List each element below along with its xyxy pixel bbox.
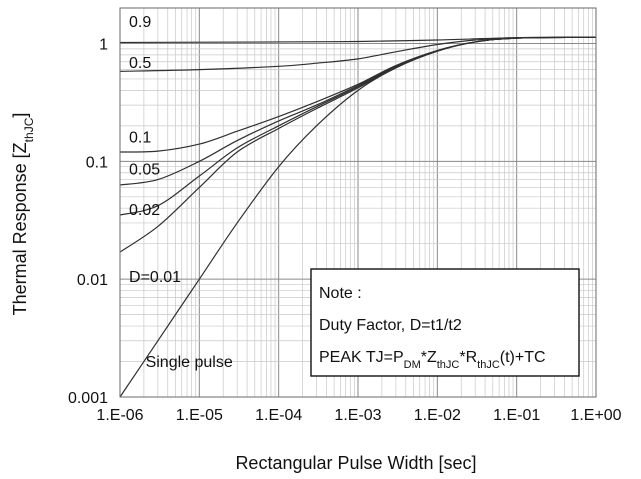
x-tick-label: 1.E-02 [414, 407, 461, 424]
y-tick-label: 0.01 [77, 272, 108, 289]
series-label: 0.05 [129, 162, 160, 179]
curve-labels: 0.9 0.5 0.1 0.05 0.02 D=0.01 Single pulse [129, 14, 233, 371]
plot-frame [119, 7, 597, 398]
x-tick-label: 1.E-05 [176, 407, 223, 424]
note-box: Note : Duty Factor, D=t1/t2 PEAK TJ=PDM*… [310, 268, 580, 377]
y-axis-label: Thermal Response [ZthJC] [10, 113, 36, 316]
series-line [119, 36, 597, 72]
series-label: 0.5 [129, 55, 151, 72]
x-axis-label: Rectangular Pulse Width [sec] [235, 453, 476, 473]
series-line [119, 36, 597, 398]
tick-labels: 1.E-06 1.E-05 1.E-04 1.E-03 1.E-02 1.E-01 1.E+… [68, 36, 622, 424]
y-tick-label: 0.1 [86, 154, 108, 171]
x-tick-label: 1.E-03 [334, 407, 381, 424]
series-label: 0.9 [129, 14, 151, 31]
x-tick-label: 1.E-01 [493, 407, 540, 424]
x-tick-label: 1.E-06 [96, 407, 143, 424]
note-duty-factor: Duty Factor, D=t1/t2 [319, 317, 462, 334]
note-title: Note : [319, 285, 362, 302]
series-label: Single pulse [146, 354, 233, 371]
note-frame [310, 268, 580, 377]
series-label: D=0.01 [129, 269, 181, 286]
series-label: 0.02 [129, 202, 160, 219]
series-label: 0.1 [129, 129, 151, 146]
x-tick-label: 1.E+00 [570, 407, 621, 424]
y-tick-label: 0.001 [68, 390, 108, 407]
note-formula: PEAK TJ=PDM*ZthJC*RthJC(t)+TC [319, 349, 546, 371]
y-tick-label: 1 [99, 36, 108, 53]
series-layer [119, 36, 597, 398]
x-tick-label: 1.E-04 [255, 407, 302, 424]
